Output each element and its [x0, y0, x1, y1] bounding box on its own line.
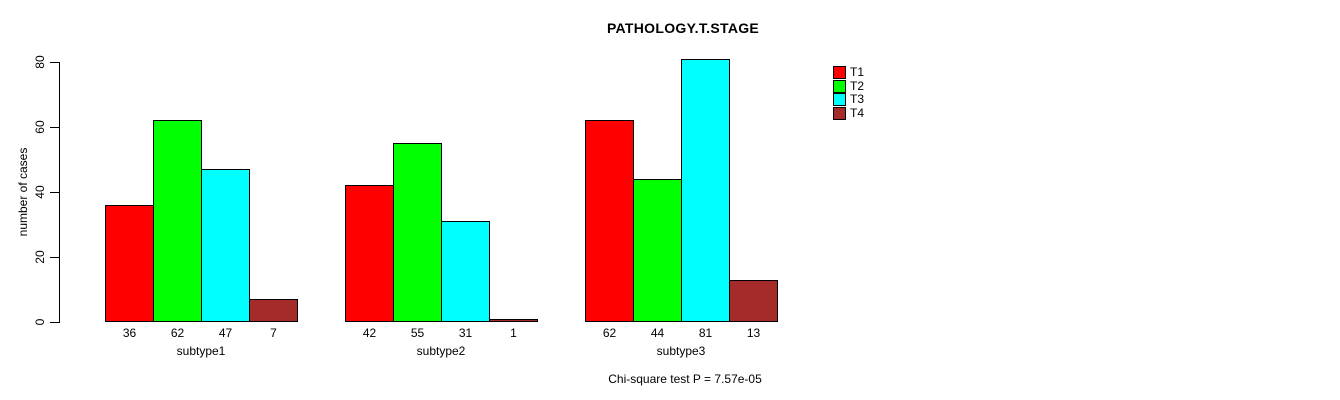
bar-t3-subtype1	[201, 169, 250, 322]
legend-item-t2: T2	[833, 78, 865, 93]
bar-value-label: 1	[510, 326, 517, 340]
legend-item-t4: T4	[833, 105, 865, 120]
chart-title: PATHOLOGY.T.STAGE	[606, 20, 760, 36]
bar-t2-subtype2	[393, 143, 442, 322]
bar-t4-subtype1	[249, 299, 298, 322]
y-axis-tick	[50, 127, 59, 128]
category-label-subtype3: subtype3	[656, 344, 706, 358]
legend-label: T3	[850, 92, 865, 106]
bar-value-label: 44	[650, 326, 665, 340]
legend-swatch-t4	[833, 106, 846, 120]
y-axis-tick-label: 0	[33, 318, 47, 326]
legend-item-t3: T3	[833, 93, 864, 106]
legend-label: T2	[850, 78, 865, 93]
bar-value-label: 47	[218, 326, 233, 340]
bar-t4-subtype2	[489, 319, 538, 322]
category-label-subtype2: subtype2	[416, 344, 466, 358]
bar-value-label: 7	[270, 326, 277, 340]
legend: T1 T2 T3 T4	[833, 66, 864, 120]
legend-swatch-t1	[833, 66, 846, 79]
y-axis-tick	[50, 192, 59, 193]
bar-value-label: 13	[746, 326, 761, 340]
bar-value-label: 36	[122, 326, 137, 340]
y-axis-tick-label: 40	[33, 185, 47, 199]
bar-t1-subtype2	[345, 185, 394, 322]
bar-t1-subtype3	[585, 120, 634, 322]
bar-t2-subtype1	[153, 120, 202, 322]
y-axis-tick	[50, 257, 59, 258]
y-axis-tick	[50, 62, 59, 63]
legend-label: T1	[850, 65, 865, 79]
y-axis-tick-label: 60	[33, 120, 47, 134]
y-axis-tick-label: 80	[33, 55, 47, 69]
bar-value-label: 55	[410, 326, 425, 340]
legend-swatch-t3	[833, 93, 846, 106]
bar-value-label: 31	[458, 326, 473, 340]
legend-label: T4	[850, 105, 865, 120]
bar-t1-subtype1	[105, 205, 154, 322]
category-label-subtype1: subtype1	[176, 344, 226, 358]
bar-value-label: 81	[698, 326, 713, 340]
bar-value-label: 62	[602, 326, 617, 340]
legend-swatch-t2	[833, 79, 846, 93]
y-axis-tick-label: 20	[33, 250, 47, 264]
bar-t4-subtype3	[729, 280, 778, 322]
bar-t2-subtype3	[633, 179, 682, 322]
y-axis-label: number of cases	[16, 147, 30, 237]
bar-value-label: 42	[362, 326, 377, 340]
legend-item-t1: T1	[833, 66, 864, 79]
y-axis-tick	[50, 322, 59, 323]
bar-value-label: 62	[170, 326, 185, 340]
bar-t3-subtype3	[681, 59, 730, 322]
y-axis-line	[59, 62, 60, 323]
chi-square-annotation: Chi-square test P = 7.57e-05	[608, 372, 762, 386]
bar-t3-subtype2	[441, 221, 490, 322]
